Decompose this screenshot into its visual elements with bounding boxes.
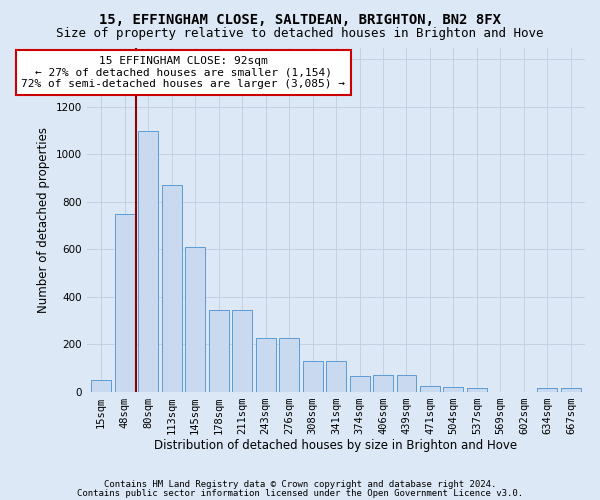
Bar: [232, 310, 252, 392]
X-axis label: Distribution of detached houses by size in Brighton and Hove: Distribution of detached houses by size …: [154, 440, 518, 452]
Text: Size of property relative to detached houses in Brighton and Hove: Size of property relative to detached ho…: [56, 28, 544, 40]
Bar: [209, 310, 229, 392]
Text: 15 EFFINGHAM CLOSE: 92sqm
← 27% of detached houses are smaller (1,154)
72% of se: 15 EFFINGHAM CLOSE: 92sqm ← 27% of detac…: [22, 56, 346, 89]
Bar: [397, 375, 416, 392]
Bar: [373, 375, 393, 392]
Bar: [256, 338, 275, 392]
Bar: [443, 387, 463, 392]
Bar: [279, 338, 299, 392]
Bar: [561, 388, 581, 392]
Bar: [350, 376, 370, 392]
Bar: [185, 247, 205, 392]
Text: Contains HM Land Registry data © Crown copyright and database right 2024.: Contains HM Land Registry data © Crown c…: [104, 480, 496, 489]
Bar: [326, 360, 346, 392]
Bar: [467, 388, 487, 392]
Y-axis label: Number of detached properties: Number of detached properties: [37, 126, 50, 312]
Bar: [161, 185, 182, 392]
Bar: [91, 380, 111, 392]
Bar: [115, 214, 134, 392]
Bar: [420, 386, 440, 392]
Text: Contains public sector information licensed under the Open Government Licence v3: Contains public sector information licen…: [77, 488, 523, 498]
Bar: [538, 388, 557, 392]
Bar: [302, 360, 323, 392]
Text: 15, EFFINGHAM CLOSE, SALTDEAN, BRIGHTON, BN2 8FX: 15, EFFINGHAM CLOSE, SALTDEAN, BRIGHTON,…: [99, 12, 501, 26]
Bar: [138, 130, 158, 392]
